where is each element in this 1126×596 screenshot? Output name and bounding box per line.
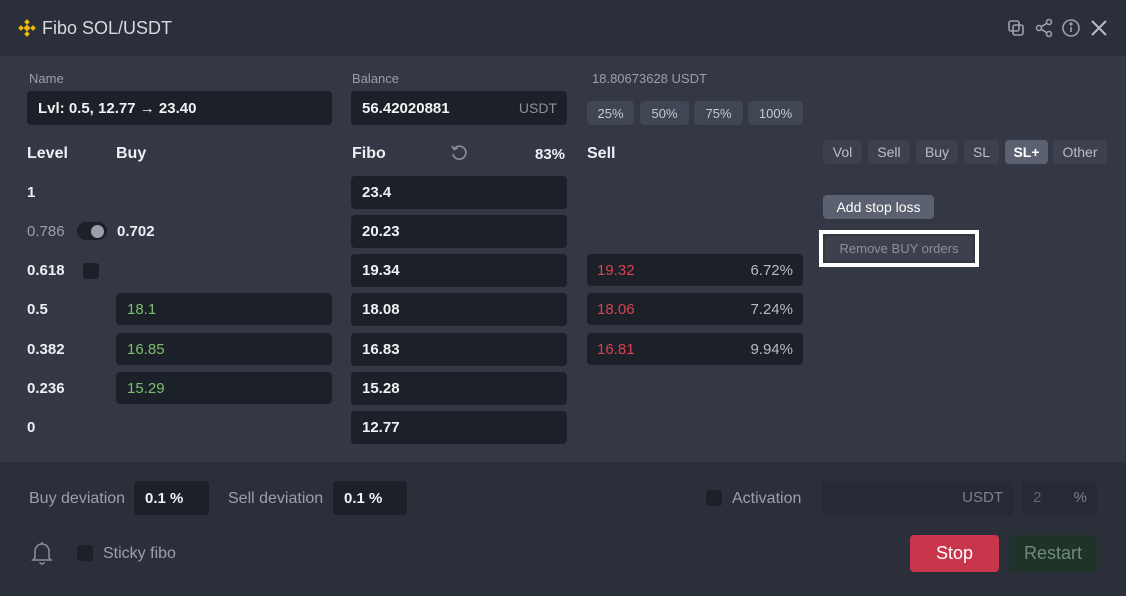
buy-value-plain: 0.702	[117, 223, 155, 240]
fibo-percent: 83%	[535, 146, 566, 163]
activation-unit: USDT	[962, 489, 1003, 506]
level-value: 0.5	[27, 301, 48, 318]
sell-row[interactable]: 19.32 6.72%	[587, 254, 803, 286]
activation-label: Activation	[732, 490, 802, 507]
buy-input[interactable]: 16.85	[116, 333, 332, 365]
sell-row[interactable]: 18.06 7.24%	[587, 293, 803, 325]
level-0618-checkbox[interactable]	[83, 263, 99, 279]
tab-vol[interactable]: Vol	[823, 140, 862, 164]
buy-deviation-input[interactable]: 0.1 %	[134, 481, 209, 515]
sell-percent: 6.72%	[750, 262, 793, 279]
activation-percent-unit: %	[1073, 489, 1087, 506]
tab-sl[interactable]: SL	[964, 140, 999, 164]
sell-price: 18.06	[597, 301, 635, 318]
activation-amount-input[interactable]: USDT	[822, 481, 1013, 515]
level-value: 0.618	[27, 262, 65, 279]
tab-buy[interactable]: Buy	[916, 140, 958, 164]
info-icon[interactable]	[1061, 18, 1081, 38]
level-value: 0	[27, 419, 36, 436]
fibo-input[interactable]: 16.83	[351, 333, 567, 366]
percent-25-button[interactable]: 25%	[587, 101, 634, 125]
fibo-input[interactable]: 20.23	[351, 215, 567, 248]
available-balance: 18.80673628 USDT	[592, 71, 707, 86]
available-unit: USDT	[671, 71, 707, 86]
percent-50-button[interactable]: 50%	[640, 101, 689, 125]
highlight-box	[819, 230, 979, 267]
balance-label: Balance	[352, 71, 399, 86]
buy-column-header: Buy	[116, 145, 147, 162]
window-title: Fibo SOL/USDT	[42, 18, 173, 38]
toggle-knob	[91, 225, 104, 238]
percent-100-button[interactable]: 100%	[748, 101, 803, 125]
name-label: Name	[29, 71, 64, 86]
balance-input[interactable]: 56.42020881 USDT	[351, 91, 567, 125]
buy-input[interactable]: 18.1	[116, 293, 332, 325]
sell-percent: 9.94%	[750, 341, 793, 358]
percent-75-button[interactable]: 75%	[694, 101, 743, 125]
activation-checkbox[interactable]	[706, 490, 722, 506]
level-value: 1	[27, 184, 36, 201]
buy-value: 15.29	[127, 379, 165, 397]
window-header	[0, 0, 1126, 56]
remove-buy-orders-button[interactable]: Remove BUY orders	[825, 236, 973, 261]
reset-icon[interactable]	[449, 143, 469, 163]
sell-deviation-input[interactable]: 0.1 %	[333, 481, 407, 515]
copy-icon[interactable]	[1006, 18, 1026, 38]
tab-other[interactable]: Other	[1053, 140, 1107, 164]
fibo-input[interactable]: 18.08	[351, 293, 567, 326]
sell-row[interactable]: 16.81 9.94%	[587, 333, 803, 365]
sticky-fibo-label: Sticky fibo	[103, 545, 176, 562]
stop-button[interactable]: Stop	[910, 535, 999, 572]
available-value: 18.80673628	[592, 71, 668, 86]
level-column-header: Level	[27, 145, 68, 162]
activation-percent-input[interactable]: 2 %	[1022, 481, 1097, 515]
share-icon[interactable]	[1034, 18, 1054, 38]
buy-input[interactable]: 15.29	[116, 372, 332, 404]
sell-deviation-label: Sell deviation	[228, 490, 324, 507]
sell-percent: 7.24%	[750, 301, 793, 318]
level-value: 0.382	[27, 341, 65, 358]
name-input[interactable]: Lvl: 0.5, 12.77 → 23.40	[27, 91, 332, 125]
fibo-input[interactable]: 12.77	[351, 411, 567, 444]
sell-price: 16.81	[597, 341, 635, 358]
tab-sl-plus[interactable]: SL+	[1005, 140, 1048, 164]
sell-column-header: Sell	[587, 145, 616, 162]
tab-sell[interactable]: Sell	[868, 140, 910, 164]
binance-logo-icon	[18, 19, 36, 37]
balance-value: 56.42020881	[362, 99, 450, 117]
level-value: 0.236	[27, 380, 65, 397]
level-0786-toggle[interactable]	[77, 222, 107, 240]
fibo-input[interactable]: 19.34	[351, 254, 567, 287]
buy-value: 18.1	[127, 300, 157, 318]
fibo-column-header: Fibo	[352, 145, 386, 162]
sell-price: 19.32	[597, 262, 635, 279]
fibo-input[interactable]: 23.4	[351, 176, 567, 209]
close-icon[interactable]	[1089, 18, 1109, 38]
balance-unit: USDT	[518, 100, 557, 116]
buy-value: 16.85	[127, 340, 165, 358]
add-stop-loss-button[interactable]: Add stop loss	[823, 195, 934, 219]
buy-deviation-label: Buy deviation	[29, 490, 126, 507]
sticky-fibo-checkbox[interactable]	[77, 545, 93, 561]
level-value: 0.786	[27, 223, 65, 240]
bell-icon[interactable]	[31, 541, 53, 565]
activation-percent-placeholder: 2	[1033, 489, 1042, 506]
restart-button[interactable]: Restart	[1009, 535, 1097, 572]
fibo-input[interactable]: 15.28	[351, 372, 567, 405]
